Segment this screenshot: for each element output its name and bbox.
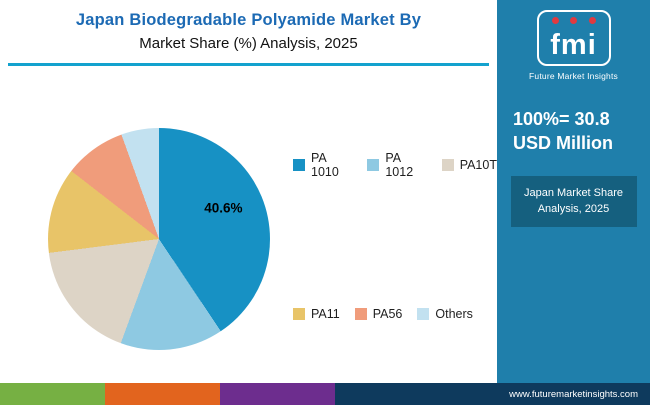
stripe-segment-green xyxy=(0,383,105,405)
logo-caption: Future Market Insights xyxy=(529,71,618,81)
legend-item: PA 1010 xyxy=(293,151,352,179)
person-icon xyxy=(551,17,559,24)
badge-line-1: Japan Market Share xyxy=(523,186,624,199)
stripe-segment-navy: www.futuremarketinsights.com xyxy=(335,383,650,405)
legend-row-top: PA 1010 PA 1012 PA10T xyxy=(293,151,497,179)
stat-line-1: 100%= 30.8 xyxy=(513,109,610,129)
person-icon xyxy=(588,17,596,24)
legend-item: PA10T xyxy=(441,158,497,172)
stripe-segment-purple xyxy=(220,383,335,405)
legend-label: PA 1010 xyxy=(311,151,339,179)
stripe-segment-orange xyxy=(105,383,220,405)
legend-swatch xyxy=(367,159,380,171)
legend-item: PA 1012 xyxy=(367,151,426,179)
page-title: Japan Biodegradable Polyamide Market By xyxy=(75,11,422,29)
legend-swatch xyxy=(293,159,305,171)
page-subtitle: Market Share (%) Analysis, 2025 xyxy=(139,35,358,52)
logo-text: fmi xyxy=(550,29,597,61)
legend-row-bottom: PA11 PA56 Others xyxy=(293,307,473,321)
header: Japan Biodegradable Polyamide Market By … xyxy=(0,0,497,66)
person-icon xyxy=(570,17,577,24)
legend-label: PA11 xyxy=(311,307,340,321)
analysis-badge: Japan Market Share Analysis, 2025 xyxy=(510,175,637,228)
chart-panel: Japan Biodegradable Polyamide Market By … xyxy=(0,0,497,350)
legend-swatch xyxy=(354,308,367,320)
legend-label: PA10T xyxy=(459,158,497,172)
stat-line-2: USD Million xyxy=(513,133,613,154)
legend-label: PA56 xyxy=(372,307,403,321)
legend-item: PA56 xyxy=(354,307,403,321)
footer-url[interactable]: www.futuremarketinsights.com xyxy=(509,388,638,400)
people-icon xyxy=(551,17,596,24)
title-divider xyxy=(8,63,489,66)
legend-label: PA 1012 xyxy=(385,151,414,179)
brand-sidebar: fmi Future Market Insights 100%= 30.8 US… xyxy=(497,0,650,383)
legend-swatch xyxy=(441,159,454,171)
legend-swatch xyxy=(293,308,305,320)
pie-slice-label: 40.6% xyxy=(204,200,243,216)
pie-chart: 40.6% xyxy=(48,128,270,350)
legend-swatch xyxy=(417,308,430,320)
fmi-logo: fmi xyxy=(536,10,611,66)
bottom-stripe: www.futuremarketinsights.com xyxy=(0,383,650,405)
legend-item: PA11 xyxy=(293,307,340,321)
legend-item: Others xyxy=(417,307,473,321)
legend-label: Others xyxy=(435,307,473,321)
badge-line-2: Analysis, 2025 xyxy=(537,202,610,215)
market-size-stat: 100%= 30.8 USD Million xyxy=(513,107,650,156)
